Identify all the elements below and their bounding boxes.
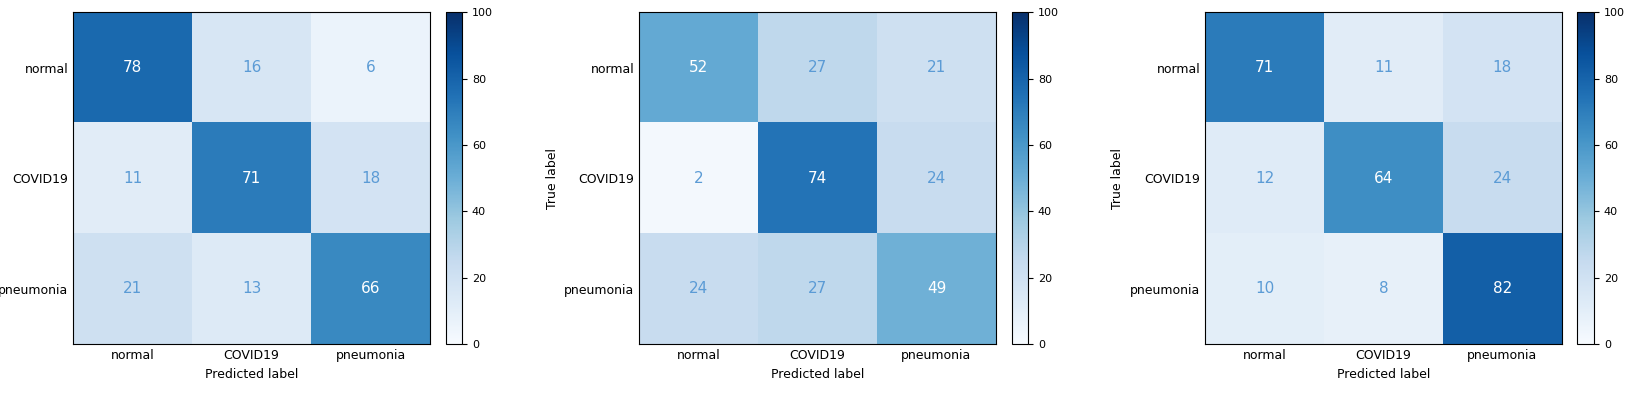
Text: 8: 8 — [1379, 281, 1389, 296]
Text: 52: 52 — [689, 60, 708, 75]
Text: 24: 24 — [1493, 171, 1512, 186]
Text: 2: 2 — [694, 171, 703, 186]
Text: 71: 71 — [243, 171, 260, 186]
Text: 18: 18 — [361, 171, 381, 186]
Y-axis label: True label: True label — [545, 148, 558, 209]
Text: 11: 11 — [1374, 60, 1394, 75]
Text: 18: 18 — [1493, 60, 1512, 75]
Text: 74: 74 — [807, 171, 827, 186]
Text: 13: 13 — [243, 281, 262, 296]
Text: 71: 71 — [1255, 60, 1275, 75]
Text: 6: 6 — [366, 60, 376, 75]
Text: 64: 64 — [1374, 171, 1394, 186]
Text: 78: 78 — [124, 60, 142, 75]
Text: 16: 16 — [243, 60, 262, 75]
X-axis label: Predicted label: Predicted label — [772, 368, 864, 381]
Text: 66: 66 — [361, 281, 381, 296]
Text: 24: 24 — [689, 281, 708, 296]
X-axis label: Predicted label: Predicted label — [205, 368, 298, 381]
Text: 11: 11 — [124, 171, 142, 186]
Text: 10: 10 — [1255, 281, 1275, 296]
Text: 82: 82 — [1493, 281, 1512, 296]
X-axis label: Predicted label: Predicted label — [1337, 368, 1429, 381]
Text: 21: 21 — [926, 60, 946, 75]
Text: 21: 21 — [124, 281, 142, 296]
Text: 12: 12 — [1255, 171, 1275, 186]
Text: 27: 27 — [807, 281, 827, 296]
Text: 27: 27 — [807, 60, 827, 75]
Y-axis label: True label: True label — [1112, 148, 1125, 209]
Text: 24: 24 — [926, 171, 946, 186]
Text: 49: 49 — [926, 281, 946, 296]
